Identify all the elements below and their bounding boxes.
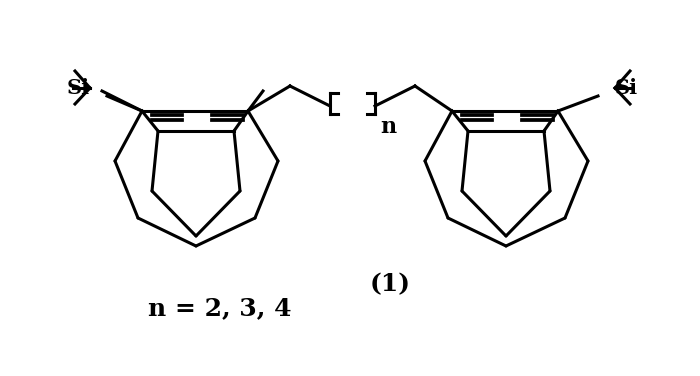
Text: Si: Si — [615, 78, 638, 98]
Text: (1): (1) — [370, 272, 410, 296]
Text: n = 2, 3, 4: n = 2, 3, 4 — [148, 296, 292, 320]
Text: Si: Si — [67, 78, 90, 98]
Text: n: n — [380, 116, 396, 138]
